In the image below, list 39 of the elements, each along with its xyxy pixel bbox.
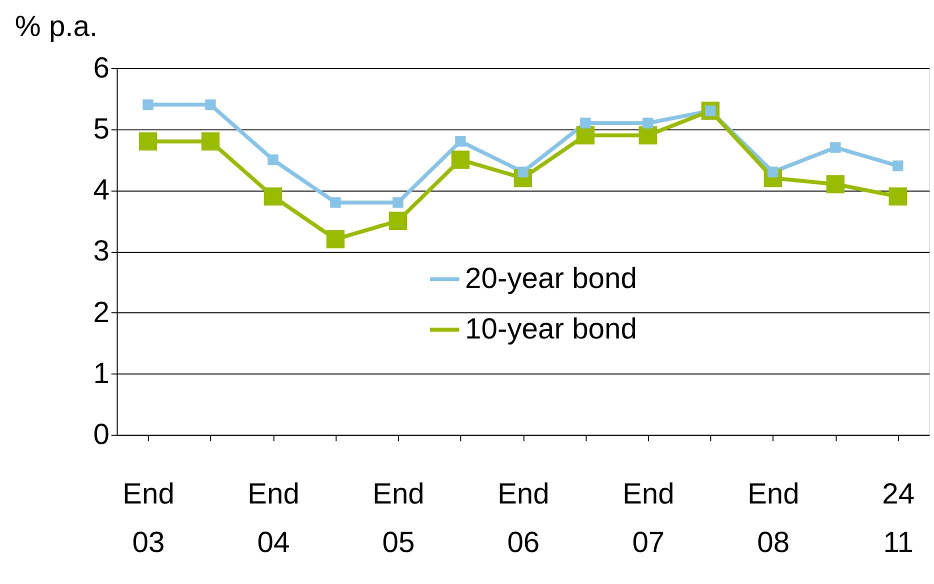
point xyxy=(330,197,341,208)
point xyxy=(580,118,591,128)
legend-label: 10-year bond xyxy=(465,314,637,346)
x-tick-label: End 07 xyxy=(622,478,674,560)
x-tick-label: 24 11 xyxy=(882,478,915,560)
y-tick-label: 6 xyxy=(93,52,110,84)
x-tick-label: End 03 xyxy=(122,478,174,560)
point xyxy=(830,142,841,153)
y-tick-label: 1 xyxy=(93,358,110,390)
point xyxy=(642,118,654,128)
point xyxy=(201,132,220,150)
x-tick-label: End 04 xyxy=(248,478,300,560)
y-tick-label: 0 xyxy=(93,419,110,452)
point xyxy=(392,197,404,208)
point xyxy=(268,154,278,166)
y-tick-label: 4 xyxy=(93,174,110,207)
point xyxy=(264,187,282,206)
point xyxy=(205,99,216,110)
point xyxy=(576,126,595,144)
y-tick-label: 2 xyxy=(93,296,110,329)
y-tick-label: 5 xyxy=(93,113,110,146)
x-tick-label: End 06 xyxy=(497,478,550,560)
point xyxy=(326,230,345,248)
x-tick-label: End 05 xyxy=(372,478,424,560)
point xyxy=(451,150,470,169)
point xyxy=(638,126,658,144)
point xyxy=(892,160,904,172)
x-tick-label: End 08 xyxy=(747,478,800,560)
point xyxy=(142,99,154,110)
point xyxy=(768,166,778,178)
point xyxy=(888,187,907,206)
point xyxy=(518,166,528,178)
point xyxy=(826,175,844,194)
point xyxy=(138,132,158,150)
legend-label: 20-year bond xyxy=(465,262,637,295)
y-axis-title: % p.a. xyxy=(14,10,98,43)
point xyxy=(388,212,408,230)
point xyxy=(455,136,466,147)
y-tick-label: 3 xyxy=(93,236,110,268)
